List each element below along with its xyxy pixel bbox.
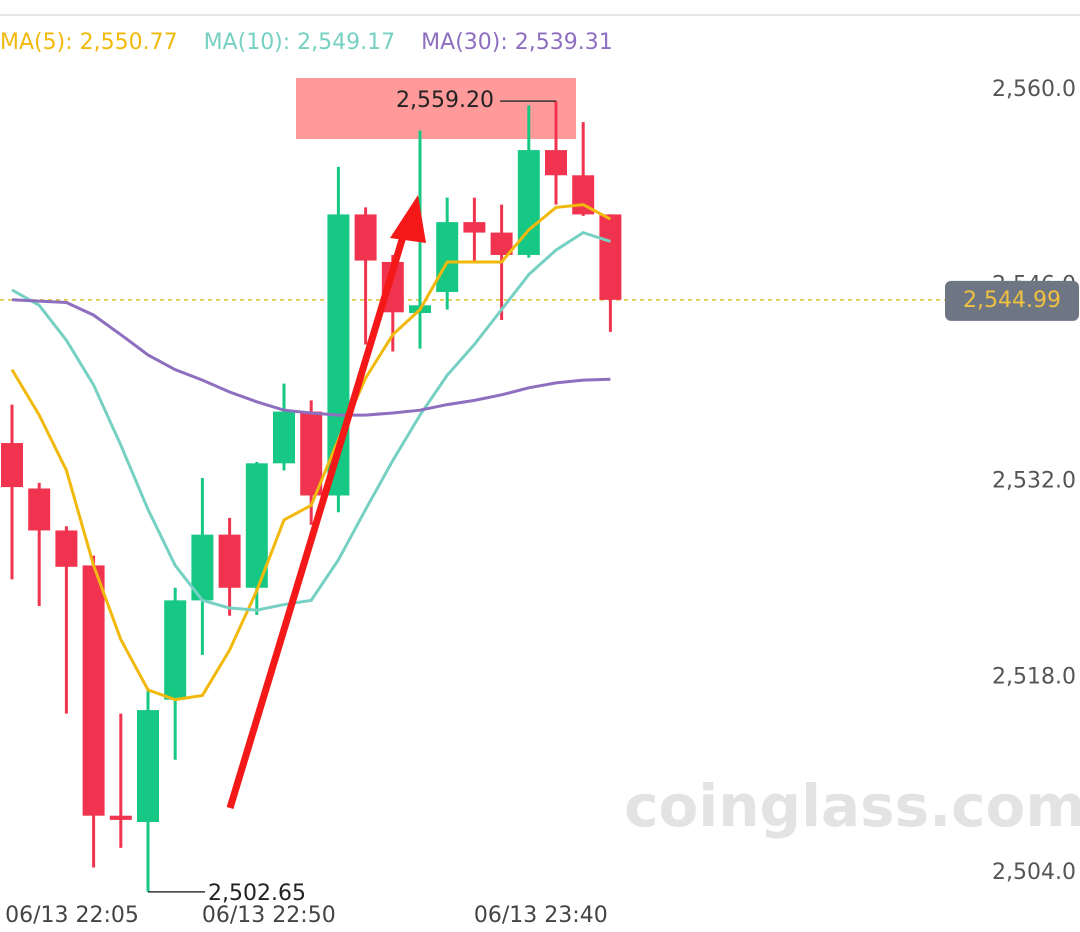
- x-tick-label: 06/13 22:50: [202, 903, 336, 928]
- candle-body: [300, 411, 323, 496]
- legend-entry: MA(10): 2,549.17: [204, 30, 396, 55]
- ma-line: [10, 203, 612, 702]
- candle-body: [245, 463, 268, 588]
- x-tick-label: 06/13 22:05: [5, 903, 139, 928]
- candle-body: [354, 214, 377, 261]
- candle-body: [82, 565, 105, 816]
- candle-body: [517, 150, 540, 255]
- candle-body: [109, 815, 132, 820]
- candle-body: [137, 710, 159, 822]
- arrow-shaft: [226, 228, 409, 810]
- arrow-head: [390, 195, 426, 243]
- y-tick-label: 2,560.0: [992, 77, 1076, 102]
- candle-body: [490, 232, 513, 255]
- ma-line: [11, 298, 611, 417]
- candle-body: [436, 222, 459, 293]
- candle-body: [545, 150, 567, 176]
- candle-body: [463, 222, 486, 233]
- candle-body: [164, 600, 187, 700]
- candle-body: [191, 534, 214, 601]
- legend-entry: MA(5): 2,550.77: [0, 30, 178, 55]
- candle-body: [599, 214, 622, 300]
- candle-body: [1, 443, 23, 488]
- high-annotation: 2,559.20: [396, 88, 494, 113]
- y-tick-label: 2,518.0: [992, 664, 1076, 689]
- candle-body: [218, 534, 241, 588]
- candle-body: [55, 530, 78, 567]
- y-tick-label: 2,532.0: [992, 469, 1076, 494]
- ma-line: [11, 230, 611, 612]
- last-price-badge: [945, 280, 1079, 321]
- trend-arrow: [226, 195, 426, 810]
- low-annotation: 2,502.65: [208, 881, 306, 906]
- last-price-label: 2,544.99: [963, 288, 1061, 313]
- x-tick-label: 06/13 23:40: [474, 903, 608, 928]
- y-tick-label: 2,504.0: [992, 860, 1076, 885]
- candle-body: [28, 488, 51, 531]
- watermark: coinglass.com: [624, 772, 1080, 840]
- candle-body: [273, 411, 295, 464]
- legend-entry: MA(30): 2,539.31: [421, 30, 613, 55]
